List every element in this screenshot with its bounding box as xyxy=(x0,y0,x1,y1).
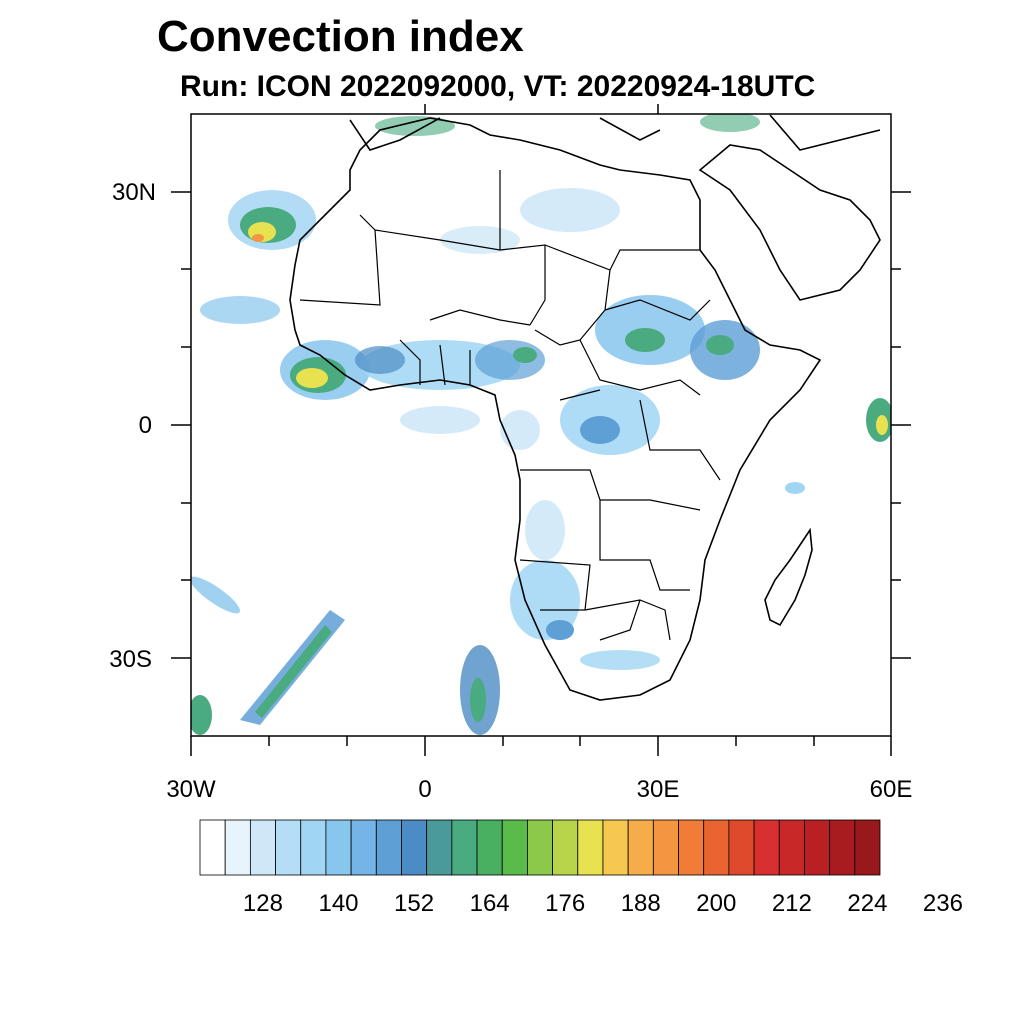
chart-subtitle: Run: ICON 2022092000, VT: 20220924-18UTC xyxy=(180,70,816,103)
convection-cell xyxy=(228,190,316,250)
europe-outline xyxy=(349,114,881,151)
colorbar-box xyxy=(451,819,478,876)
convection-cell xyxy=(525,500,565,560)
convection-cell xyxy=(580,650,660,670)
colorbar-labels: 128 140 152 164 176 188 200 212 224 236 xyxy=(243,890,963,917)
convection-cell xyxy=(400,406,480,434)
colorbar-box xyxy=(753,819,780,876)
lon-label-30e: 30E xyxy=(637,776,680,803)
colorbar-box xyxy=(577,819,604,876)
country-borders xyxy=(299,170,721,641)
colorbar-box xyxy=(325,819,352,876)
convection-cell xyxy=(280,340,370,400)
convection-cell xyxy=(706,335,734,355)
africa-outline xyxy=(289,117,822,701)
lon-label-0: 0 xyxy=(418,776,431,803)
chart-title: Convection index xyxy=(157,12,524,61)
convection-cell xyxy=(191,695,212,735)
colorbar-box xyxy=(476,819,503,876)
colorbar-box xyxy=(375,819,402,876)
colorbar-box xyxy=(275,819,302,876)
colorbar-box xyxy=(350,819,377,876)
colorbar-label: 140 xyxy=(318,890,358,917)
convection-cell xyxy=(580,416,620,444)
colorbar-box xyxy=(854,819,881,876)
lon-label-30w: 30W xyxy=(166,776,216,803)
convection-cell xyxy=(513,347,537,363)
colorbar-box xyxy=(804,819,831,876)
convection-field xyxy=(191,114,891,735)
colorbar-box xyxy=(527,819,553,876)
colorbar-label: 224 xyxy=(847,890,887,917)
lon-label-60e: 60E xyxy=(870,776,913,803)
convection-cell xyxy=(470,678,486,722)
convection-cell xyxy=(200,296,280,324)
colorbar xyxy=(199,819,881,876)
colorbar-label: 212 xyxy=(772,890,812,917)
colorbar-box xyxy=(552,819,579,876)
colorbar-box xyxy=(426,819,453,876)
lat-label-30n: 30N xyxy=(112,179,156,206)
convection-cell xyxy=(500,410,540,450)
colorbar-label: 164 xyxy=(470,890,510,917)
lat-label-0: 0 xyxy=(139,412,152,439)
madagascar-outline xyxy=(764,527,813,627)
colorbar-box xyxy=(778,819,805,876)
colorbar-box xyxy=(652,819,679,876)
convection-cell xyxy=(375,116,455,136)
colorbar-box xyxy=(627,819,654,876)
convection-cell xyxy=(240,610,345,725)
colorbar-label: 128 xyxy=(243,890,283,917)
colorbar-box xyxy=(224,819,251,876)
colorbar-box xyxy=(829,819,856,876)
colorbar-label: 188 xyxy=(621,890,661,917)
colorbar-label: 176 xyxy=(545,890,585,917)
convection-cell xyxy=(700,114,760,132)
arabia-outline xyxy=(698,144,881,301)
colorbar-label: 152 xyxy=(394,890,434,917)
colorbar-box xyxy=(501,819,528,876)
coastlines xyxy=(289,114,881,701)
colorbar-box xyxy=(199,819,226,876)
convection-cell xyxy=(440,226,520,254)
convection-cell xyxy=(475,340,545,380)
colorbar-box xyxy=(678,819,705,876)
lon-ticks xyxy=(190,104,892,756)
convection-cell xyxy=(546,620,574,640)
convection-cell xyxy=(876,415,888,435)
colorbar-box xyxy=(249,819,276,876)
colorbar-box xyxy=(602,819,629,876)
convection-cell xyxy=(625,328,665,352)
convection-cell xyxy=(785,482,805,494)
convection-cell xyxy=(510,560,580,640)
colorbar-box xyxy=(703,819,730,876)
colorbar-box xyxy=(401,819,428,876)
colorbar-label: 236 xyxy=(923,890,963,917)
convection-cell xyxy=(355,346,405,374)
convection-cell xyxy=(520,188,620,232)
lat-ticks xyxy=(171,191,911,659)
lat-label-30s: 30S xyxy=(109,646,152,673)
colorbar-label: 200 xyxy=(696,890,736,917)
colorbar-box xyxy=(300,819,327,876)
convection-cell xyxy=(191,576,240,614)
colorbar-box xyxy=(728,819,755,876)
